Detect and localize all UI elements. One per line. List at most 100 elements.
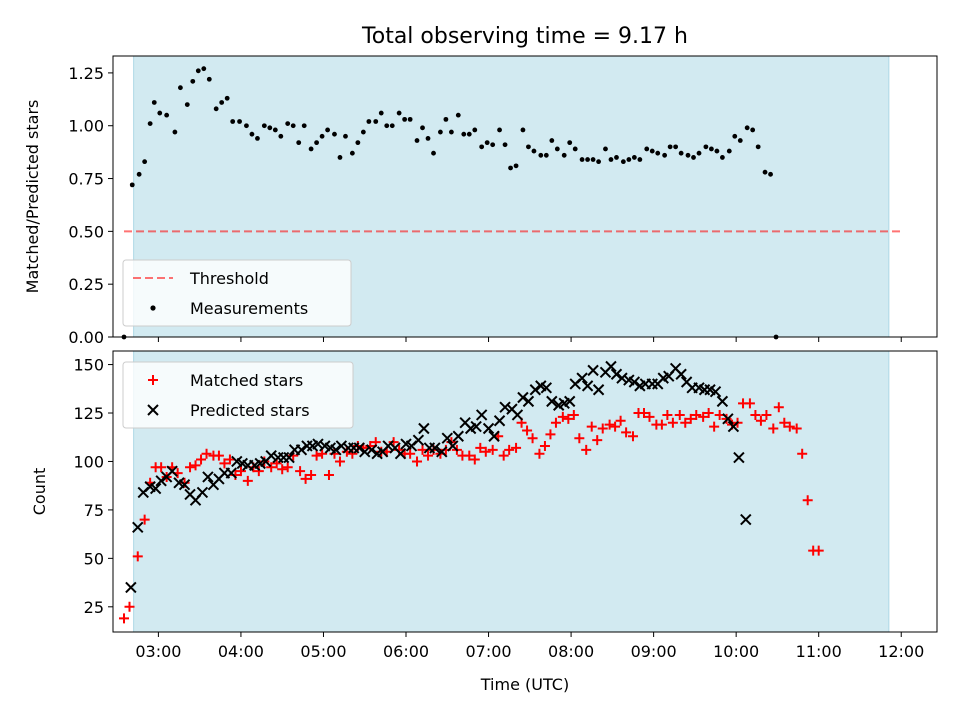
predicted-star-point bbox=[499, 401, 511, 413]
matched-star-point bbox=[295, 466, 306, 477]
measurement-point bbox=[157, 110, 163, 116]
matched-star-point bbox=[784, 421, 795, 432]
matched-star-point bbox=[685, 413, 696, 424]
matched-star-point bbox=[235, 466, 246, 477]
matched-star-point bbox=[156, 462, 167, 473]
axes-frame bbox=[112, 55, 938, 338]
predicted-star-point bbox=[335, 440, 348, 452]
matched-star-point bbox=[464, 450, 475, 461]
y-tick-label: 125 bbox=[73, 404, 104, 423]
matched-star-point bbox=[522, 425, 533, 436]
matched-star-point bbox=[480, 446, 491, 457]
x-tick-label: 10:00 bbox=[713, 642, 759, 661]
matched-star-point bbox=[750, 409, 761, 420]
measurement-point bbox=[703, 144, 709, 150]
predicted-star-point bbox=[733, 451, 745, 464]
legend-matched-swatch bbox=[148, 375, 158, 385]
measurement-point bbox=[531, 148, 537, 154]
predicted-star-point bbox=[436, 446, 448, 458]
matched-star-point bbox=[334, 456, 345, 467]
measurement-point bbox=[301, 123, 307, 129]
matched-star-point bbox=[539, 440, 550, 451]
measurement-point bbox=[147, 121, 153, 127]
measurement-point bbox=[554, 146, 560, 152]
matched-star-point bbox=[511, 442, 522, 453]
y-tick-label: 75 bbox=[84, 501, 104, 520]
x-tick-label: 06:00 bbox=[383, 642, 429, 661]
measurement-point bbox=[373, 119, 379, 124]
y-tick-label: 1.25 bbox=[68, 64, 104, 83]
measurement-point bbox=[466, 131, 472, 137]
measurement-point bbox=[472, 127, 478, 133]
measurement-point bbox=[520, 127, 526, 133]
matched-star-point bbox=[242, 475, 253, 486]
matched-star-point bbox=[802, 495, 813, 506]
measurement-point bbox=[190, 78, 196, 84]
matched-star-point bbox=[185, 462, 196, 473]
measurement-point bbox=[561, 152, 567, 158]
predicted-star-point bbox=[522, 395, 535, 408]
measurement-point bbox=[538, 152, 544, 158]
y-tick-label: 100 bbox=[73, 452, 104, 471]
legend-measurement-swatch bbox=[150, 305, 156, 311]
measurement-point bbox=[626, 157, 632, 162]
predicted-star-point bbox=[727, 420, 740, 433]
matched-star-point bbox=[586, 421, 597, 432]
predicted-star-point bbox=[540, 382, 553, 394]
legend: Matched stars Predicted stars bbox=[122, 361, 354, 429]
measurement-point bbox=[206, 76, 212, 82]
matched-star-point bbox=[282, 462, 293, 473]
matched-star-point bbox=[667, 417, 678, 428]
predicted-star-point bbox=[592, 384, 605, 396]
matched-star-point bbox=[277, 464, 288, 475]
predicted-star-point bbox=[452, 430, 464, 442]
figure-title: Total observing time = 9.17 h bbox=[361, 24, 688, 49]
predicted-star-point bbox=[166, 465, 178, 477]
predicted-star-point bbox=[447, 440, 459, 452]
matched-star-point bbox=[698, 411, 709, 422]
y-axis-label: Matched/Predicted stars bbox=[23, 100, 42, 294]
measurement-point bbox=[691, 155, 696, 160]
measurement-point bbox=[261, 123, 267, 129]
predicted-star-point bbox=[628, 376, 641, 388]
x-tick-label: 12:00 bbox=[878, 642, 924, 661]
predicted-star-point bbox=[546, 395, 558, 408]
measurement-point bbox=[685, 152, 691, 158]
matched-star-point bbox=[317, 448, 328, 459]
measurement-point bbox=[572, 146, 578, 152]
matched-star-point bbox=[306, 470, 317, 481]
predicted-star-point bbox=[125, 581, 137, 594]
matched-star-point bbox=[201, 448, 212, 459]
measurement-point bbox=[567, 140, 573, 146]
matched-star-point bbox=[638, 408, 649, 419]
measurement-point bbox=[224, 95, 230, 101]
measurement-point bbox=[549, 138, 555, 143]
predicted-star-point bbox=[359, 446, 371, 458]
measurement-point bbox=[673, 144, 679, 150]
matched-star-point bbox=[691, 409, 702, 420]
measurement-point bbox=[366, 119, 372, 124]
measurement-point bbox=[490, 142, 496, 148]
measurement-point bbox=[296, 140, 302, 146]
measurement-point bbox=[631, 155, 637, 160]
measurement-point bbox=[667, 144, 673, 150]
measurement-point bbox=[655, 150, 661, 156]
measurement-point bbox=[590, 157, 596, 162]
x-axis-label: Time (UTC) bbox=[480, 675, 569, 694]
measurement-point bbox=[662, 152, 668, 158]
legend-box bbox=[122, 259, 352, 327]
predicted-star-point bbox=[740, 513, 752, 526]
measurement-point bbox=[768, 171, 773, 177]
predicted-star-point bbox=[132, 521, 144, 534]
measurement-point bbox=[750, 127, 756, 133]
matched-star-point bbox=[761, 409, 772, 420]
predicted-star-point bbox=[353, 442, 365, 454]
measurement-point bbox=[389, 123, 395, 129]
matched-star-point bbox=[627, 431, 638, 442]
predicted-star-point bbox=[382, 440, 394, 452]
measurement-point bbox=[513, 163, 519, 169]
measurement-point bbox=[213, 106, 219, 112]
axes-frame bbox=[112, 350, 938, 633]
matched-star-point bbox=[266, 462, 277, 473]
